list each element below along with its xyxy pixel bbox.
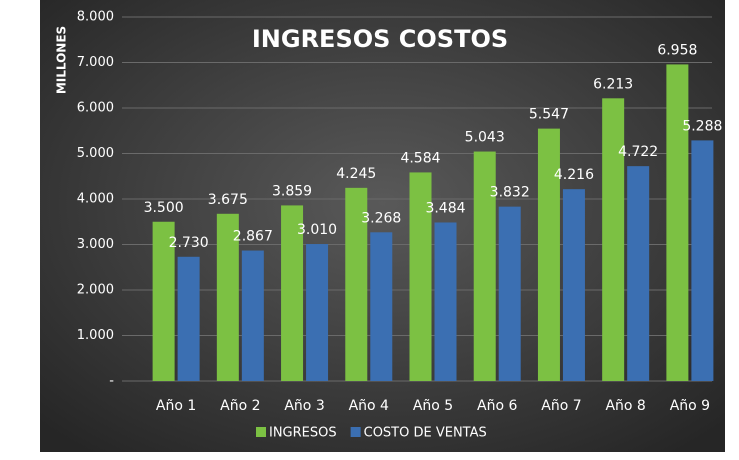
y-tick-label: 3.000: [77, 237, 114, 252]
x-tick-label: Año 6: [477, 398, 517, 414]
data-label: 5.288: [682, 118, 722, 134]
data-label: 2.867: [233, 229, 273, 245]
x-tick-label: Año 4: [349, 398, 389, 414]
y-axis-title: MILLONES: [55, 26, 69, 94]
bar: [537, 128, 560, 381]
x-tick-label: Año 3: [284, 398, 324, 414]
bar: [498, 206, 521, 381]
bar: [345, 187, 368, 381]
data-label: 4.245: [336, 166, 376, 182]
y-tick-label: 6.000: [77, 101, 114, 116]
x-tick-label: Año 9: [670, 398, 710, 414]
bar: [691, 140, 714, 381]
bar: [216, 213, 239, 381]
bar: [241, 250, 264, 381]
bar: [562, 189, 585, 381]
y-tick-label: 4.000: [77, 192, 114, 207]
bar: [177, 256, 200, 381]
chart-title: INGRESOS COSTOS: [252, 25, 508, 53]
legend-swatch: [256, 427, 266, 437]
x-tick-label: Año 2: [220, 398, 260, 414]
bar: [152, 221, 175, 381]
data-label: 2.730: [169, 235, 209, 251]
data-label: 3.859: [272, 183, 312, 199]
bar: [409, 172, 432, 381]
legend-label: INGRESOS: [269, 426, 337, 441]
data-label: 3.484: [425, 200, 465, 216]
y-tick-label: 1.000: [77, 328, 114, 343]
data-label: 5.547: [529, 107, 569, 123]
x-tick-label: Año 8: [605, 398, 645, 414]
y-tick-label: -: [109, 374, 114, 389]
data-label: 3.010: [297, 222, 337, 238]
x-tick-label: Año 1: [156, 398, 196, 414]
bar: [666, 64, 689, 381]
legend-swatch: [350, 427, 361, 437]
data-label: 3.268: [361, 210, 401, 226]
data-label: 4.584: [400, 150, 440, 166]
x-tick-label: Año 7: [541, 398, 581, 414]
bar: [602, 98, 625, 381]
data-label: 3.500: [144, 200, 184, 216]
data-label: 6.213: [593, 76, 633, 92]
y-tick-label: 5.000: [77, 146, 114, 161]
data-label: 6.958: [657, 42, 697, 58]
bar: [281, 205, 304, 381]
data-label: 4.216: [554, 167, 594, 183]
bar: [370, 232, 393, 381]
bar: [627, 166, 650, 381]
bar: [306, 244, 329, 381]
bar: [434, 222, 457, 381]
y-tick-label: 2.000: [77, 283, 114, 298]
legend-label: COSTO DE VENTAS: [364, 426, 487, 441]
data-label: 3.832: [490, 185, 530, 201]
x-tick-label: Año 5: [413, 398, 453, 414]
bar: [473, 151, 496, 381]
data-label: 3.675: [208, 192, 248, 208]
data-label: 4.722: [618, 144, 658, 160]
y-tick-label: 8.000: [77, 10, 114, 25]
y-tick-label: 7.000: [77, 55, 114, 70]
data-label: 5.043: [465, 130, 505, 146]
